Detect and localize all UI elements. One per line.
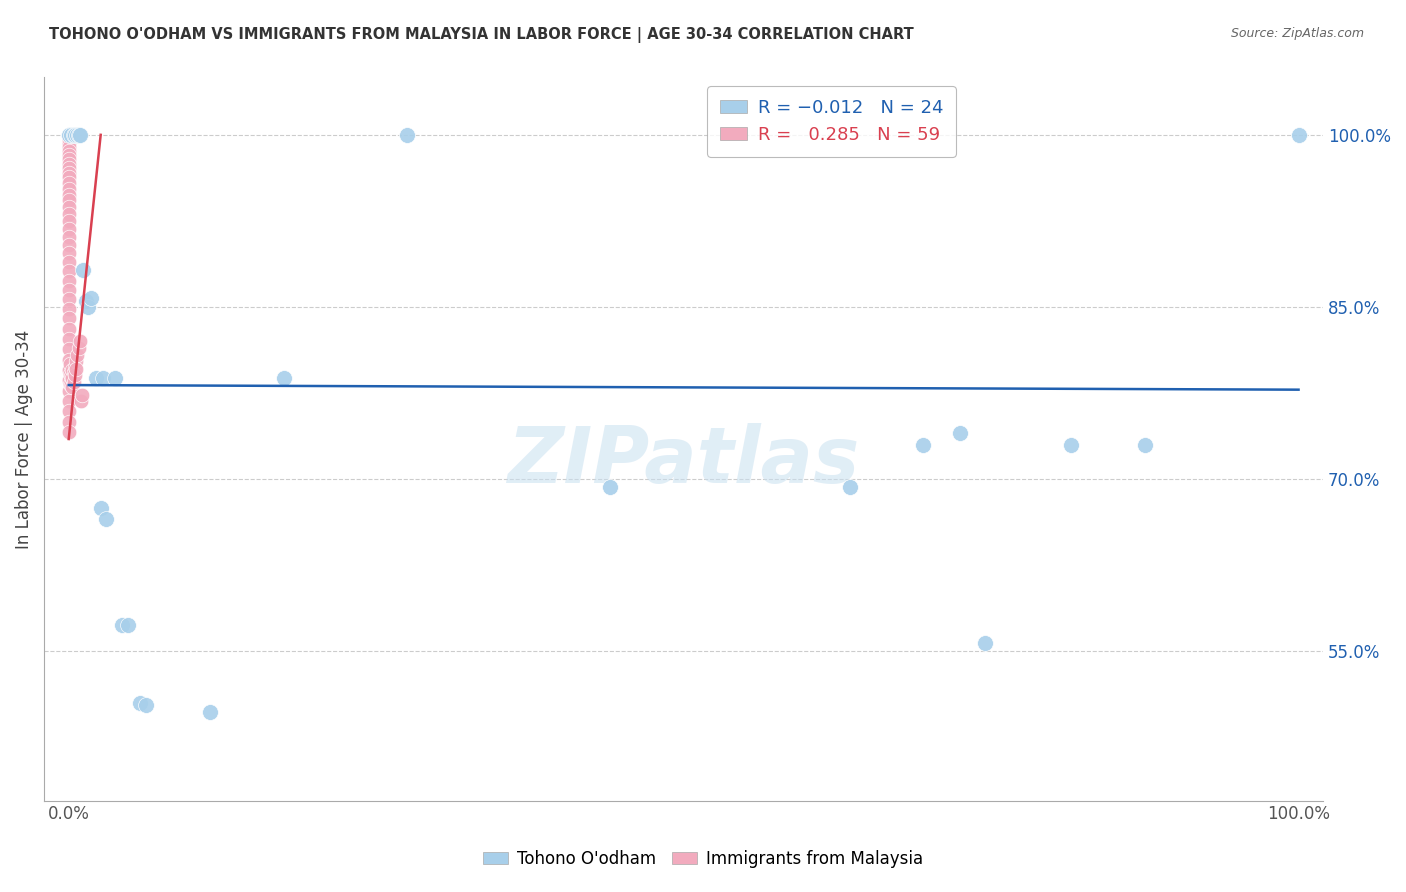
Point [90,500,112,515]
Point [58,264,80,278]
Text: TOHONO O'ODHAM VS IMMIGRANTS FROM MALAYSIA IN LABOR FORCE | AGE 30-34 CORRELATIO: TOHONO O'ODHAM VS IMMIGRANTS FROM MALAYS… [49,27,914,43]
Point [58,134,80,148]
Point [58,130,80,145]
Point [62,375,84,389]
Point [58,128,80,142]
Point [117,618,139,632]
Point [129,696,152,710]
Point [59,367,82,381]
Point [80,291,103,305]
Point [63,368,86,382]
Point [135,698,157,713]
Point [58,352,80,367]
Point [94,512,117,526]
Point [58,384,80,398]
Text: ZIPatlas: ZIPatlas [508,423,859,499]
Point [58,255,80,269]
Point [58,156,80,170]
Point [58,238,80,252]
Point [912,438,935,452]
Point [60,371,83,385]
Point [60,378,83,392]
Point [1133,438,1156,452]
Point [58,170,80,185]
Point [58,207,80,221]
Point [77,300,100,314]
Point [58,394,80,409]
Point [59,358,82,372]
Legend: Tohono O'odham, Immigrants from Malaysia: Tohono O'odham, Immigrants from Malaysia [477,844,929,875]
Point [58,274,80,288]
Point [59,376,82,391]
Point [58,176,80,190]
Point [58,194,80,208]
Point [58,144,80,158]
Point [60,128,83,142]
Point [58,363,80,377]
Point [974,636,997,650]
Point [58,128,80,142]
Point [838,480,860,494]
Point [60,363,83,377]
Point [58,332,80,346]
Point [67,342,90,356]
Point [65,362,87,376]
Point [58,148,80,162]
Point [104,371,127,385]
Point [91,371,114,385]
Point [70,388,93,402]
Point [58,374,80,388]
Point [58,200,80,214]
Point [58,425,80,439]
Point [84,371,107,385]
Point [62,128,84,142]
Point [58,415,80,429]
Text: Source: ZipAtlas.com: Source: ZipAtlas.com [1230,27,1364,40]
Point [58,230,80,244]
Point [110,618,132,632]
Point [58,166,80,180]
Point [58,222,80,236]
Point [198,705,221,719]
Point [58,182,80,196]
Point [66,128,89,142]
Point [58,404,80,418]
Point [63,359,86,374]
Point [58,136,80,151]
Point [1060,438,1083,452]
Point [69,128,91,142]
Point [58,292,80,306]
Point [66,348,89,362]
Point [1288,128,1310,142]
Point [58,343,80,357]
Point [67,128,90,142]
Point [273,371,295,385]
Point [60,368,83,383]
Point [949,426,972,441]
Legend: R = −0.012   N = 24, R =   0.285   N = 59: R = −0.012 N = 24, R = 0.285 N = 59 [707,87,956,157]
Point [58,311,80,326]
Point [58,214,80,228]
Point [69,334,91,349]
Point [58,283,80,297]
Point [58,187,80,202]
Point [58,152,80,166]
Point [72,263,94,277]
Point [599,480,621,494]
Y-axis label: In Labor Force | Age 30-34: In Labor Force | Age 30-34 [15,329,32,549]
Point [58,140,80,154]
Point [395,128,418,142]
Point [58,161,80,175]
Point [58,246,80,260]
Point [65,354,87,368]
Point [70,394,93,409]
Point [75,294,97,309]
Point [58,302,80,317]
Point [58,322,80,336]
Point [62,366,84,380]
Point [60,380,83,394]
Point [63,128,86,142]
